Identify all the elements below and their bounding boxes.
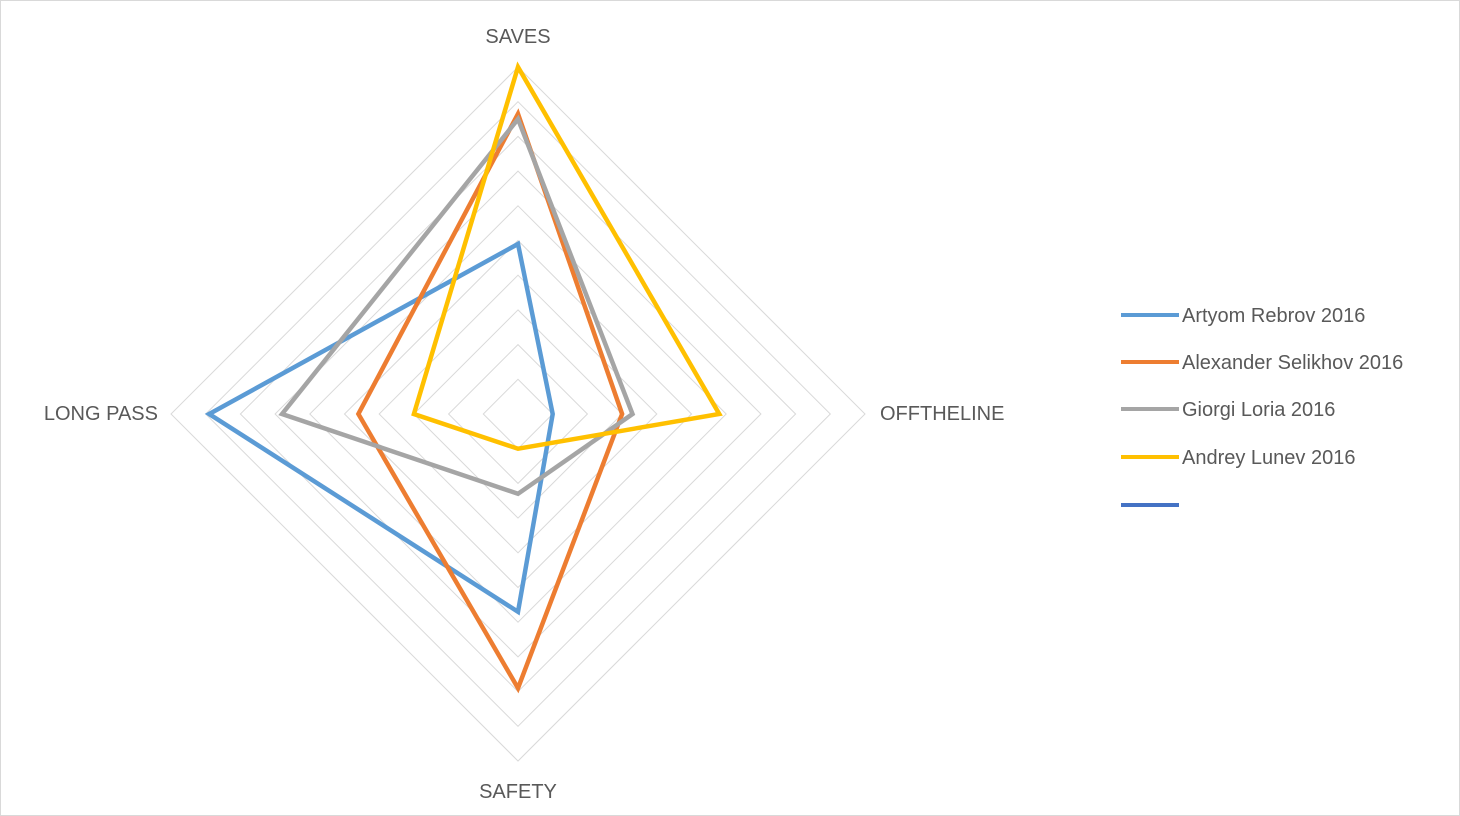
legend: Artyom Rebrov 2016 Alexander Selikhov 20… xyxy=(1121,305,1403,507)
legend-label: Andrey Lunev 2016 xyxy=(1182,447,1355,469)
grid-ring xyxy=(343,239,693,589)
axis-label-safety: SAFETY xyxy=(479,781,557,803)
legend-label: Artyom Rebrov 2016 xyxy=(1182,305,1365,327)
axis-label-offtheline: OFFTHELINE xyxy=(880,403,1004,425)
legend-label: Alexander Selikhov 2016 xyxy=(1182,352,1403,374)
series-group xyxy=(204,61,723,694)
grid-ring xyxy=(170,66,866,762)
axis-label-long-pass: LONG PASS xyxy=(44,403,158,425)
series-line[interactable] xyxy=(204,240,555,616)
grid-ring xyxy=(204,100,832,728)
legend-item[interactable]: Giorgi Loria 2016 xyxy=(1121,399,1335,421)
axis-label-saves: SAVES xyxy=(485,26,550,48)
legend-item[interactable]: Andrey Lunev 2016 xyxy=(1121,447,1355,469)
legend-item[interactable]: Artyom Rebrov 2016 xyxy=(1121,305,1365,327)
series-line[interactable] xyxy=(278,114,636,497)
series-line[interactable] xyxy=(411,61,723,452)
legend-item[interactable]: Alexander Selikhov 2016 xyxy=(1121,352,1403,374)
grid xyxy=(170,66,866,762)
grid-ring xyxy=(447,343,589,485)
axis-labels: SAVES OFFTHELINE SAFETY LONG PASS xyxy=(44,26,1005,803)
series-line[interactable] xyxy=(355,108,625,694)
legend-label: Giorgi Loria 2016 xyxy=(1182,399,1335,421)
grid-ring xyxy=(309,205,727,623)
grid-ring xyxy=(413,309,623,519)
